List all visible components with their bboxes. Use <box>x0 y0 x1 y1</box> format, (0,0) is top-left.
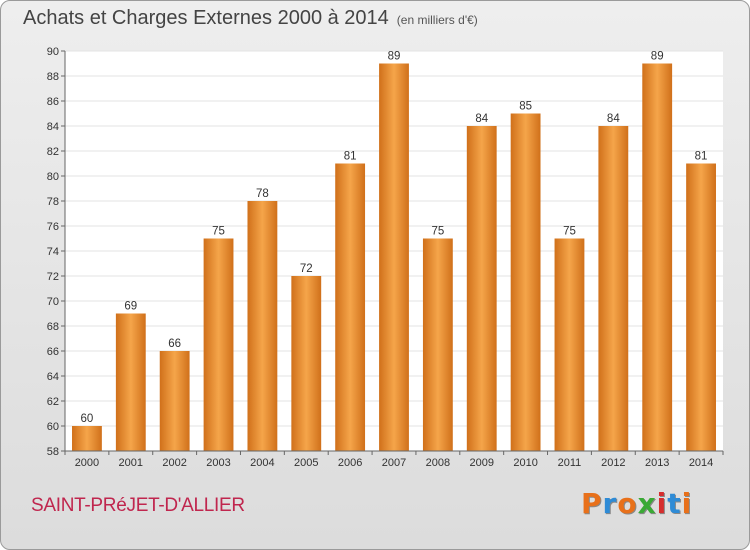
x-tick-label: 2013 <box>645 457 669 469</box>
y-tick-label: 76 <box>47 221 59 233</box>
data-label: 89 <box>388 51 401 63</box>
y-tick-label: 74 <box>47 246 59 258</box>
y-tick-label: 58 <box>47 446 59 458</box>
x-tick-label: 2014 <box>689 457 713 469</box>
data-label: 75 <box>212 226 225 238</box>
data-label: 69 <box>124 301 137 313</box>
x-tick-label: 2008 <box>426 457 450 469</box>
logo-letter: P <box>581 487 603 520</box>
y-tick-label: 64 <box>47 371 59 383</box>
data-label: 78 <box>256 188 269 200</box>
x-tick-label: 2003 <box>206 457 230 469</box>
y-tick-label: 68 <box>47 321 59 333</box>
y-tick-label: 86 <box>47 96 59 108</box>
bar <box>686 163 716 451</box>
data-label: 72 <box>300 263 313 275</box>
bar <box>554 238 585 451</box>
bar <box>598 126 629 451</box>
chart-subtitle: (en milliers d'€) <box>396 13 478 27</box>
bar <box>247 201 278 451</box>
proxiti-logo: Proxiti <box>581 487 692 520</box>
y-tick-label: 84 <box>47 121 59 133</box>
logo-letter: o <box>617 487 638 520</box>
y-tick-label: 80 <box>47 171 59 183</box>
bar <box>72 426 102 451</box>
y-tick-label: 82 <box>47 146 59 158</box>
bar <box>642 63 673 451</box>
logo-letter: i <box>656 487 668 520</box>
bar <box>422 238 453 451</box>
bar <box>466 126 497 451</box>
y-tick-label: 72 <box>47 271 59 283</box>
logo-letter: t <box>667 487 682 520</box>
logo-letter: i <box>681 487 693 520</box>
chart-title: Achats et Charges Externes 2000 à 2014 (e… <box>23 7 478 30</box>
data-label: 84 <box>607 113 620 125</box>
data-label: 75 <box>563 226 576 238</box>
data-label: 81 <box>344 151 357 163</box>
y-tick-label: 60 <box>47 421 59 433</box>
x-tick-label: 2007 <box>382 457 406 469</box>
bar <box>291 276 322 451</box>
y-tick-label: 66 <box>47 346 59 358</box>
y-tick-label: 88 <box>47 71 59 83</box>
x-tick-label: 2011 <box>558 457 582 469</box>
x-tick-label: 2006 <box>338 457 362 469</box>
x-tick-label: 2002 <box>162 457 186 469</box>
logo-letter: r <box>602 487 618 520</box>
data-label: 85 <box>519 101 532 113</box>
bar <box>335 163 366 451</box>
bar <box>159 351 190 451</box>
data-label: 84 <box>475 113 488 125</box>
y-tick-label: 70 <box>47 296 59 308</box>
bar <box>379 63 409 451</box>
x-tick-label: 2009 <box>469 457 493 469</box>
bar <box>115 313 146 451</box>
data-label: 89 <box>651 51 664 63</box>
data-label: 60 <box>81 413 94 425</box>
bar <box>203 238 234 451</box>
data-label: 75 <box>431 226 444 238</box>
data-label: 81 <box>695 151 708 163</box>
y-tick-label: 62 <box>47 396 59 408</box>
bar <box>510 113 541 451</box>
x-tick-label: 2010 <box>513 457 537 469</box>
y-tick-label: 78 <box>47 196 59 208</box>
x-tick-label: 2004 <box>250 457 274 469</box>
logo-letter: x <box>637 487 657 520</box>
x-tick-label: 2000 <box>75 457 99 469</box>
x-tick-label: 2005 <box>294 457 318 469</box>
y-tick-label: 90 <box>47 46 59 58</box>
x-tick-label: 2001 <box>119 457 143 469</box>
chart-title-text: Achats et Charges Externes 2000 à 2014 <box>23 7 389 29</box>
x-tick-label: 2012 <box>601 457 625 469</box>
commune-name: SAINT-PRéJET-D'ALLIER <box>31 495 245 516</box>
data-label: 66 <box>168 338 181 350</box>
